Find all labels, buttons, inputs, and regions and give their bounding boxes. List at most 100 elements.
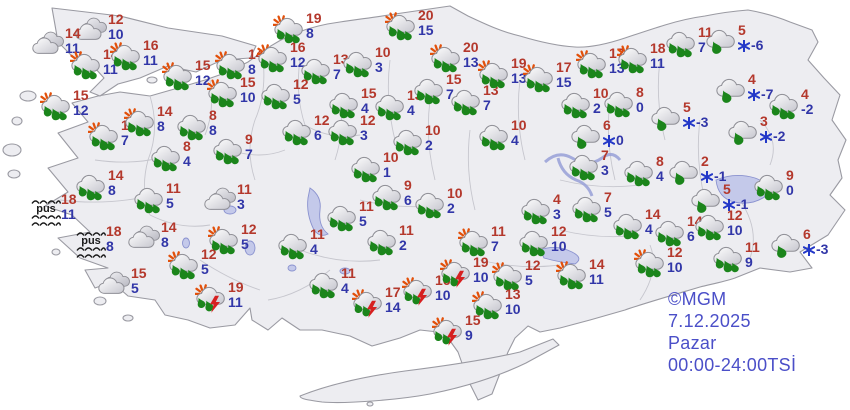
province-borders xyxy=(59,51,774,301)
weather-station: 13 10 xyxy=(471,286,521,322)
max-temp: 11 xyxy=(745,239,760,255)
map-credit: ©MGM 7.12.2025 Pazar 00:00-24:00TSİ xyxy=(668,288,796,376)
max-temp: 11 xyxy=(698,24,713,40)
max-temp: 15 xyxy=(465,312,481,328)
max-temp: 13 xyxy=(505,286,521,302)
weather-station: 17 15 xyxy=(522,60,572,95)
island xyxy=(122,314,134,322)
lake-ataturk xyxy=(539,247,580,265)
weather-station: 3 -2 xyxy=(727,113,785,149)
weather-station: 14 11 xyxy=(69,47,119,82)
max-temp: 4 xyxy=(748,71,756,87)
max-temp: 12 xyxy=(108,11,124,27)
island xyxy=(51,248,61,256)
max-temp: 12 xyxy=(727,207,743,223)
min-temp: 2 xyxy=(447,200,455,216)
max-temp: 15 xyxy=(131,265,147,281)
min-temp: 0 xyxy=(786,182,794,198)
station-temps: 3 -2 xyxy=(760,113,785,143)
max-temp: 13 xyxy=(333,51,349,67)
rain-icon xyxy=(414,190,448,221)
sun-rain-icon xyxy=(272,15,307,46)
station-temps: 12 10 xyxy=(551,223,567,253)
weather-station: 15 5 xyxy=(98,265,147,301)
max-temp: 15 xyxy=(240,74,256,90)
min-temp: -7 xyxy=(748,87,773,101)
max-temp: 16 xyxy=(143,37,159,53)
max-temp: 5 xyxy=(738,22,746,38)
mist-icon: pus xyxy=(75,230,107,261)
station-temps: 11 4 xyxy=(341,266,356,295)
weather-station: 5 -1 xyxy=(690,182,748,217)
weather-station: 19 13 xyxy=(477,56,527,91)
min-temp: 11 xyxy=(650,55,665,71)
weather-station: 14 11 xyxy=(32,26,81,61)
min-temp: 15 xyxy=(418,22,434,38)
station-temps: 10 3 xyxy=(375,45,391,74)
rain-icon xyxy=(612,211,646,242)
min-temp: 11 xyxy=(589,271,604,287)
max-temp: 14 xyxy=(645,206,661,222)
weather-station: pus 18 8 xyxy=(75,223,122,261)
station-temps: 10 2 xyxy=(425,123,441,152)
max-temp: 3 xyxy=(760,113,768,129)
station-temps: 11 3 xyxy=(237,181,252,211)
min-temp: 13 xyxy=(609,60,625,76)
sun-rain-icon xyxy=(39,92,74,123)
station-temps: 5 -6 xyxy=(738,22,763,52)
min-temp: 7 xyxy=(333,66,341,82)
weather-station: 15 10 xyxy=(206,74,256,110)
max-temp: 11 xyxy=(237,181,252,197)
rain-snow-icon xyxy=(715,76,749,107)
weather-station: 20 15 xyxy=(384,8,434,43)
weather-station: 19 8 xyxy=(272,11,322,46)
rain-icon xyxy=(300,56,334,87)
max-temp: 6 xyxy=(603,117,611,133)
credit-source: ©MGM xyxy=(668,289,727,309)
max-temp: 18 xyxy=(106,223,122,239)
weather-station: 12 5 xyxy=(491,258,541,293)
max-temp: 15 xyxy=(73,87,89,103)
min-temp: 10 xyxy=(473,269,489,285)
station-temps: 10 2 xyxy=(593,86,609,116)
min-temp: 10 xyxy=(505,301,521,317)
sun-rain-icon xyxy=(429,44,464,75)
rain-icon xyxy=(694,212,728,243)
weather-station: 15 4 xyxy=(328,86,377,121)
min-temp: 2 xyxy=(593,100,601,116)
max-temp: 19 xyxy=(473,254,489,270)
rain-icon xyxy=(281,117,315,148)
station-temps: 14 11 xyxy=(65,26,81,55)
lake xyxy=(339,267,351,275)
min-temp: 12 xyxy=(290,54,306,70)
min-temp: 0 xyxy=(603,133,624,147)
weather-station: 17 13 xyxy=(575,46,625,81)
station-temps: 4 -2 xyxy=(801,87,813,116)
weather-station: 16 10 xyxy=(401,273,451,308)
min-temp: 8 xyxy=(248,61,256,77)
lake-tuz xyxy=(307,187,329,236)
min-temp: 7 xyxy=(121,132,129,148)
lake xyxy=(182,237,190,249)
station-temps: 11 2 xyxy=(399,223,414,252)
max-temp: 12 xyxy=(551,223,567,239)
anatolia-outline xyxy=(44,5,847,401)
rain-icon xyxy=(603,89,637,120)
min-temp: 11 xyxy=(103,61,118,77)
rain-icon xyxy=(665,29,699,60)
station-temps: 14 8 xyxy=(108,168,124,197)
weather-station: 14 6 xyxy=(654,214,703,249)
weather-station: 14 11 xyxy=(555,257,605,292)
min-temp: 14 xyxy=(385,299,401,315)
sun-rain-icon xyxy=(575,50,610,81)
station-temps: 18 11 xyxy=(650,41,666,71)
rain-icon xyxy=(150,143,184,174)
station-temps: 12 3 xyxy=(360,113,376,142)
station-temps: 6 -3 xyxy=(803,227,828,256)
sun-rain-icon xyxy=(491,262,526,293)
